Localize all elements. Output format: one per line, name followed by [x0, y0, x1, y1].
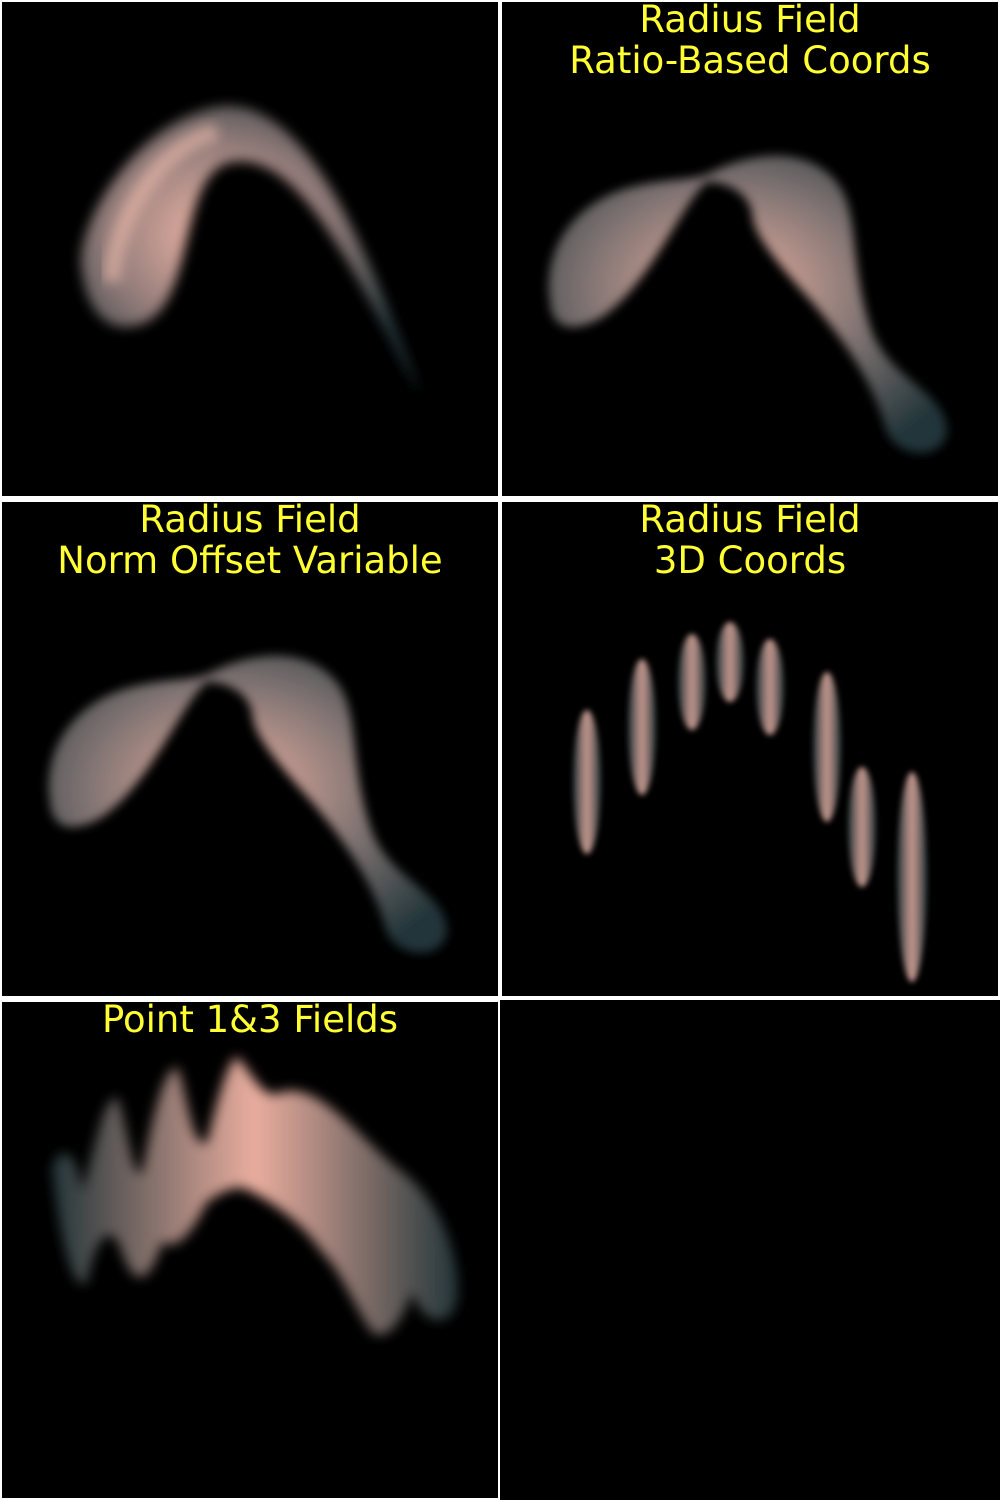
caption-line-2: Ratio-Based Coords [569, 39, 931, 82]
panel-caption: Radius Field 3D Coords [502, 502, 998, 581]
render-panel-point-fields: Point 1&3 Fields [2, 1002, 498, 1498]
render-panel-ratio-coords: Radius Field Ratio-Based Coords [502, 2, 998, 496]
zigzag-tube [52, 1057, 458, 1335]
tapered-arc-render [80, 106, 420, 394]
ribbed-arc-render [573, 622, 927, 982]
rib [716, 622, 744, 702]
bulged-arc-tube [548, 155, 947, 453]
rib [573, 710, 601, 854]
rib [756, 639, 784, 735]
rib [678, 634, 706, 730]
caption-line-2: Norm Offset Variable [57, 539, 443, 582]
caption-line-1: Radius Field [639, 502, 861, 541]
caption-line-1: Radius Field [139, 502, 361, 541]
caption-line-2: 3D Coords [653, 539, 847, 582]
caption-line-1: Point 1&3 Fields [102, 1002, 398, 1041]
render-panel-3d-coords: Radius Field 3D Coords [502, 502, 998, 996]
bulged-arc-render [48, 655, 447, 953]
zigzag-arc-render [52, 1057, 458, 1335]
rib [813, 672, 841, 822]
arc-tube [80, 106, 420, 394]
render-panel-norm-offset: Radius Field Norm Offset Variable [2, 502, 498, 996]
render-panel-empty [500, 1000, 1000, 1500]
rib [897, 772, 927, 982]
panel-caption: Radius Field Ratio-Based Coords [502, 2, 998, 81]
caption-line-1: Radius Field [639, 2, 861, 41]
bulged-arc-tube [48, 655, 447, 953]
panel-caption: Radius Field Norm Offset Variable [2, 502, 498, 581]
bulged-arc-render [548, 155, 947, 453]
render-panel-plain [2, 2, 498, 496]
rib [628, 659, 656, 795]
panel-caption: Point 1&3 Fields [2, 1002, 498, 1040]
rib [848, 767, 876, 887]
